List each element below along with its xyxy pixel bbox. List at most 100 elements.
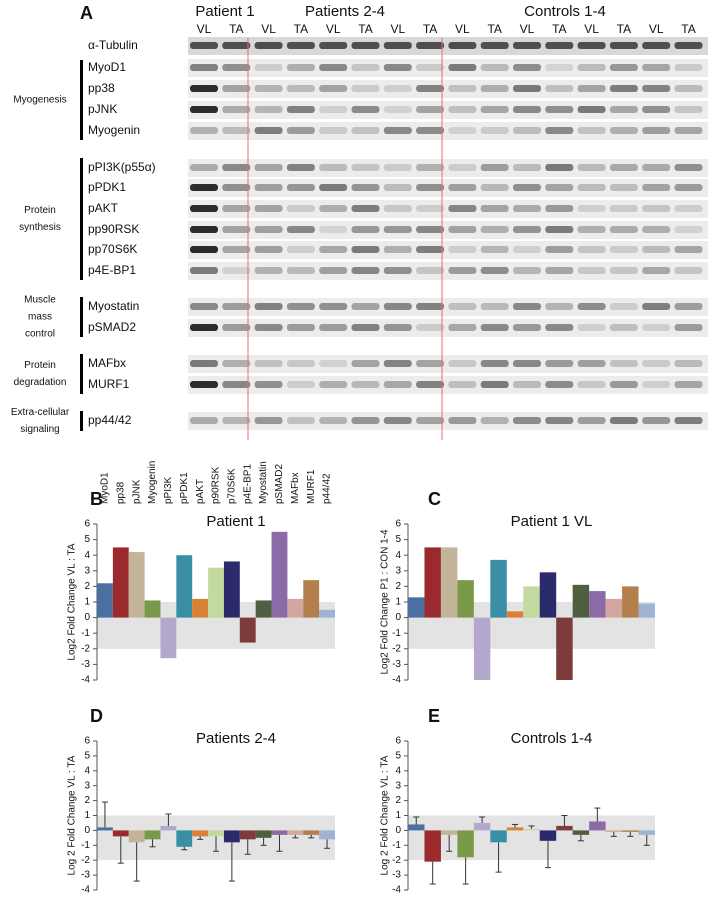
lane-label: TA xyxy=(681,22,695,36)
bar xyxy=(97,827,113,831)
blot-band xyxy=(513,106,541,113)
row-label: α-Tubulin xyxy=(88,38,138,52)
section-label: Myogenesis xyxy=(13,95,66,106)
bar xyxy=(589,591,606,618)
row-label: pp90RSK xyxy=(88,222,139,236)
blot-band xyxy=(416,303,445,310)
bar xyxy=(271,531,288,618)
blot-band xyxy=(190,324,218,331)
blot-band xyxy=(319,324,348,331)
blot-band xyxy=(222,205,251,212)
blot-strip xyxy=(188,262,708,280)
section-label: signaling xyxy=(20,424,59,435)
blot-band xyxy=(642,164,671,171)
blot-band xyxy=(642,205,671,212)
blot-band xyxy=(513,164,541,171)
blot-band xyxy=(577,381,606,388)
blot-band xyxy=(416,184,445,191)
y-tick-label: -2 xyxy=(392,643,401,654)
row-label: MyoD1 xyxy=(88,60,126,74)
blot-band xyxy=(513,246,541,253)
section-bar xyxy=(80,158,83,280)
category-label: MURF1 xyxy=(306,469,317,504)
blot-band xyxy=(319,42,348,49)
blot-band xyxy=(416,205,445,212)
blot-band xyxy=(416,64,445,71)
blot-band xyxy=(448,42,477,49)
y-tick-label: -3 xyxy=(392,870,401,881)
blot-band xyxy=(577,267,606,274)
blot-band xyxy=(222,246,251,253)
blot-band xyxy=(351,417,380,424)
blot-band xyxy=(383,127,412,134)
y-tick-label: 3 xyxy=(395,565,401,576)
blot-band xyxy=(448,164,477,171)
category-label: pAKT xyxy=(195,479,206,504)
blot-band xyxy=(642,42,671,49)
blot-band xyxy=(448,360,477,367)
blot-band xyxy=(383,64,412,71)
bar xyxy=(424,547,441,618)
blot-strip xyxy=(188,159,708,177)
blot-band xyxy=(480,184,509,191)
blot-band xyxy=(190,164,218,171)
blot-band xyxy=(609,303,638,310)
blot-band xyxy=(674,64,703,71)
blot-band xyxy=(448,127,477,134)
blot-band xyxy=(319,360,348,367)
blot-band xyxy=(448,106,477,113)
blot-band xyxy=(577,360,606,367)
blot-band xyxy=(609,106,638,113)
blot-band xyxy=(674,417,703,424)
section-bar xyxy=(80,354,83,394)
lane-label: VL xyxy=(649,22,664,36)
blot-band xyxy=(448,85,477,92)
y-tick-label: 5 xyxy=(84,751,90,762)
blot-band xyxy=(319,417,348,424)
blot-band xyxy=(674,184,703,191)
section-label: Muscle xyxy=(24,295,56,306)
blot-band xyxy=(254,381,283,388)
blot-strip xyxy=(188,179,708,197)
bar xyxy=(523,828,540,831)
blot-band xyxy=(480,381,509,388)
reference-band xyxy=(408,815,655,861)
blot-band xyxy=(577,106,606,113)
chart-title: Patients 2-4 xyxy=(196,730,276,747)
y-tick-label: -2 xyxy=(392,855,401,866)
blot-band xyxy=(190,64,218,71)
bar xyxy=(128,552,145,618)
blot-band xyxy=(513,324,541,331)
blot-band xyxy=(577,246,606,253)
blot-band xyxy=(383,42,412,49)
bar xyxy=(506,827,524,831)
blot-band xyxy=(545,246,574,253)
row-label: MURF1 xyxy=(88,377,130,391)
bar xyxy=(572,584,590,618)
row-label: pp70S6K xyxy=(88,242,137,256)
blot-band xyxy=(190,417,218,424)
blot-band xyxy=(351,64,380,71)
blot-band xyxy=(416,164,445,171)
lane-label: VL xyxy=(584,22,599,36)
blot-band xyxy=(319,85,348,92)
bar xyxy=(192,598,209,618)
blot-band xyxy=(383,324,412,331)
blot-band xyxy=(351,267,380,274)
blot-band xyxy=(513,360,541,367)
blot-band xyxy=(351,226,380,233)
blot-band xyxy=(642,106,671,113)
blot-band xyxy=(513,381,541,388)
category-label: pSMAD2 xyxy=(274,464,285,504)
lane-label: TA xyxy=(229,22,243,36)
blot-band xyxy=(416,324,445,331)
blot-band xyxy=(383,164,412,171)
blot-band xyxy=(448,324,477,331)
category-label: MyoD1 xyxy=(100,472,111,504)
blot-band xyxy=(351,127,380,134)
blot-band xyxy=(448,381,477,388)
blot-band xyxy=(416,360,445,367)
blot-band xyxy=(319,303,348,310)
